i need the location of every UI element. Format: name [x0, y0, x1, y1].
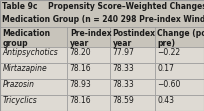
Bar — [155, 95, 204, 111]
Bar — [67, 47, 110, 63]
Text: 78.59: 78.59 — [113, 96, 134, 105]
Text: −0.60: −0.60 — [157, 80, 181, 89]
Bar — [0, 27, 67, 47]
Text: Antipsychotics: Antipsychotics — [2, 48, 58, 57]
Bar — [110, 95, 155, 111]
Bar — [67, 79, 110, 95]
Text: 78.16: 78.16 — [70, 64, 91, 73]
Text: 78.33: 78.33 — [113, 64, 134, 73]
Text: 78.16: 78.16 — [70, 96, 91, 105]
Bar — [155, 63, 204, 79]
Text: 0.17: 0.17 — [157, 64, 174, 73]
Text: Mirtazapine: Mirtazapine — [2, 64, 47, 73]
Text: −0.22: −0.22 — [157, 48, 181, 57]
Text: Postindex
year: Postindex year — [113, 29, 156, 48]
Bar — [0, 0, 204, 27]
Bar — [110, 79, 155, 95]
Text: Tricyclics: Tricyclics — [2, 96, 37, 105]
Bar — [110, 47, 155, 63]
Bar — [0, 79, 67, 95]
Bar — [67, 95, 110, 111]
Text: Table 9c    Propensity Score–Weighted Changes in Diastolic: Table 9c Propensity Score–Weighted Chang… — [2, 2, 204, 11]
Bar — [155, 79, 204, 95]
Bar — [110, 27, 155, 47]
Bar — [155, 47, 204, 63]
Text: 78.93: 78.93 — [70, 80, 92, 89]
Bar — [0, 63, 67, 79]
Text: Medication
group: Medication group — [2, 29, 51, 48]
Text: 77.97: 77.97 — [113, 48, 134, 57]
Bar — [67, 27, 110, 47]
Bar — [0, 47, 67, 63]
Text: Prazosin: Prazosin — [2, 80, 34, 89]
Bar — [67, 63, 110, 79]
Text: Medication Group (n = 240 298 Pre-index Windows, n = 237 …: Medication Group (n = 240 298 Pre-index … — [2, 15, 204, 24]
Text: Pre-index
year: Pre-index year — [70, 29, 111, 48]
Text: Change (post −
pre): Change (post − pre) — [157, 29, 204, 48]
Text: 78.33: 78.33 — [113, 80, 134, 89]
Text: 78.20: 78.20 — [70, 48, 91, 57]
Bar — [155, 27, 204, 47]
Bar — [110, 63, 155, 79]
Text: 0.43: 0.43 — [157, 96, 174, 105]
Bar — [0, 95, 67, 111]
